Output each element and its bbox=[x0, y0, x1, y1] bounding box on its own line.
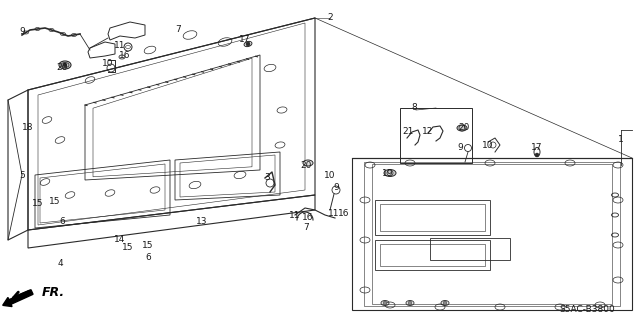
Ellipse shape bbox=[384, 169, 396, 176]
Text: 15: 15 bbox=[32, 199, 44, 209]
Text: 10: 10 bbox=[483, 140, 493, 150]
Text: 16: 16 bbox=[119, 51, 131, 61]
Text: 6: 6 bbox=[145, 253, 151, 262]
Text: 1: 1 bbox=[618, 136, 624, 145]
Text: 5: 5 bbox=[19, 170, 25, 180]
Circle shape bbox=[246, 42, 250, 46]
Text: 20: 20 bbox=[458, 123, 470, 132]
Text: 15: 15 bbox=[142, 241, 154, 250]
Text: 20: 20 bbox=[56, 63, 68, 72]
Text: 11: 11 bbox=[115, 41, 125, 49]
Text: 16: 16 bbox=[302, 213, 314, 222]
Text: 15: 15 bbox=[49, 197, 61, 206]
Text: 11: 11 bbox=[289, 211, 301, 219]
Text: 19: 19 bbox=[382, 168, 394, 177]
Text: 16: 16 bbox=[339, 209, 349, 218]
Text: 15: 15 bbox=[122, 243, 134, 253]
Ellipse shape bbox=[303, 160, 313, 166]
FancyArrow shape bbox=[3, 290, 33, 307]
Text: 7: 7 bbox=[303, 224, 309, 233]
Text: 21: 21 bbox=[403, 128, 413, 137]
Circle shape bbox=[443, 301, 447, 305]
Ellipse shape bbox=[457, 125, 467, 131]
Text: 10: 10 bbox=[324, 170, 336, 180]
Circle shape bbox=[383, 301, 387, 305]
Text: 17: 17 bbox=[239, 35, 251, 44]
Text: 6: 6 bbox=[59, 217, 65, 226]
Text: 2: 2 bbox=[327, 13, 333, 23]
Text: 17: 17 bbox=[531, 144, 543, 152]
Ellipse shape bbox=[59, 61, 71, 69]
Text: 4: 4 bbox=[57, 259, 63, 269]
Text: 18: 18 bbox=[22, 123, 34, 132]
Text: 20: 20 bbox=[300, 160, 312, 169]
Text: 8: 8 bbox=[411, 103, 417, 113]
Text: 9: 9 bbox=[19, 27, 25, 36]
Text: 11: 11 bbox=[328, 209, 340, 218]
Text: 9: 9 bbox=[333, 183, 339, 192]
Text: 14: 14 bbox=[115, 235, 125, 244]
Text: 9: 9 bbox=[457, 144, 463, 152]
Circle shape bbox=[63, 63, 67, 67]
Circle shape bbox=[535, 153, 539, 157]
Text: S5AC-B3800: S5AC-B3800 bbox=[559, 305, 615, 314]
Text: 3: 3 bbox=[264, 174, 270, 182]
Circle shape bbox=[408, 301, 412, 305]
Text: 12: 12 bbox=[422, 128, 434, 137]
Bar bbox=[400, 108, 472, 163]
Text: FR.: FR. bbox=[42, 286, 65, 300]
Text: 10: 10 bbox=[102, 60, 114, 69]
Text: 13: 13 bbox=[196, 217, 208, 226]
Text: 7: 7 bbox=[175, 26, 181, 34]
